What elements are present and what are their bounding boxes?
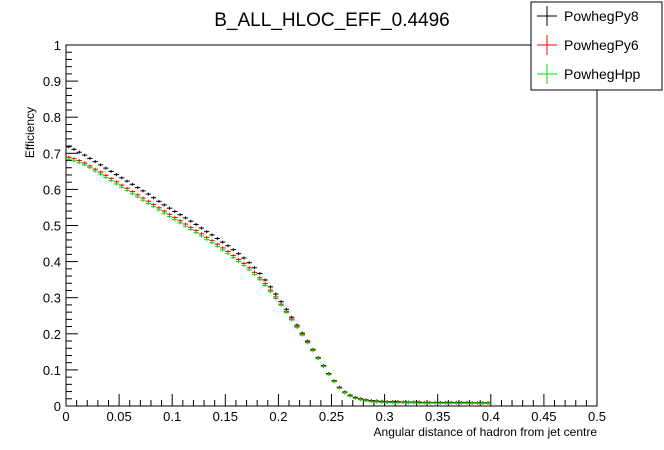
y-tick-label: 0.8 <box>43 110 61 125</box>
x-axis: 0 0.05 0.1 0.15 0.2 0.25 0.3 0.35 0.4 0.45 0.5 <box>62 394 606 424</box>
x-tick-label: 0 <box>62 409 69 424</box>
chart-title: B_ALL_HLOC_EFF_0.4496 <box>214 10 450 31</box>
y-axis: 0 0.1 0.2 0.3 0.4 0.5 0.6 0.7 0.8 0.9 1 <box>43 38 78 414</box>
x-tick-label: 0.15 <box>213 409 238 424</box>
x-tick-label: 0.05 <box>106 409 131 424</box>
x-tick-label: 0.4 <box>482 409 500 424</box>
y-tick-label: 0.2 <box>43 327 61 342</box>
x-tick-label: 0.35 <box>425 409 450 424</box>
data-series <box>66 145 491 405</box>
y-tick-label: 0.4 <box>43 255 61 270</box>
plot-frame <box>65 44 598 407</box>
y-tick-label: 0.1 <box>43 363 61 378</box>
legend-label: PowhegHpp <box>564 66 640 82</box>
y-tick-label: 1 <box>54 38 61 53</box>
y-tick-label: 0.9 <box>43 74 61 89</box>
legend-entry: PowhegPy6 <box>537 35 639 55</box>
y-tick-label: 0.3 <box>43 291 61 306</box>
legend: PowhegPy8 PowhegPy6 PowhegHpp <box>530 1 663 91</box>
x-tick-label: 0.2 <box>269 409 287 424</box>
y-axis-label: Efficiency <box>23 107 37 158</box>
x-tick-label: 0.45 <box>531 409 556 424</box>
y-tick-label: 0.6 <box>43 182 61 197</box>
legend-label: PowhegPy8 <box>564 8 639 24</box>
legend-entry: PowhegPy8 <box>537 6 639 26</box>
legend-box <box>530 1 663 91</box>
x-tick-label: 0.3 <box>376 409 394 424</box>
legend-entry: PowhegHpp <box>537 64 640 84</box>
legend-label: PowhegPy6 <box>564 37 639 53</box>
x-tick-label: 0.1 <box>163 409 181 424</box>
y-tick-label: 0.7 <box>43 146 61 161</box>
x-axis-label: Angular distance of hadron from jet cent… <box>374 425 598 439</box>
series-PowhegPy6 <box>66 155 491 405</box>
x-tick-label: 0.5 <box>588 409 606 424</box>
x-tick-label: 0.25 <box>319 409 344 424</box>
y-tick-label: 0 <box>54 399 61 414</box>
series-PowhegPy8 <box>66 145 491 405</box>
y-tick-label: 0.5 <box>43 219 61 234</box>
series-PowhegHpp <box>66 157 491 405</box>
